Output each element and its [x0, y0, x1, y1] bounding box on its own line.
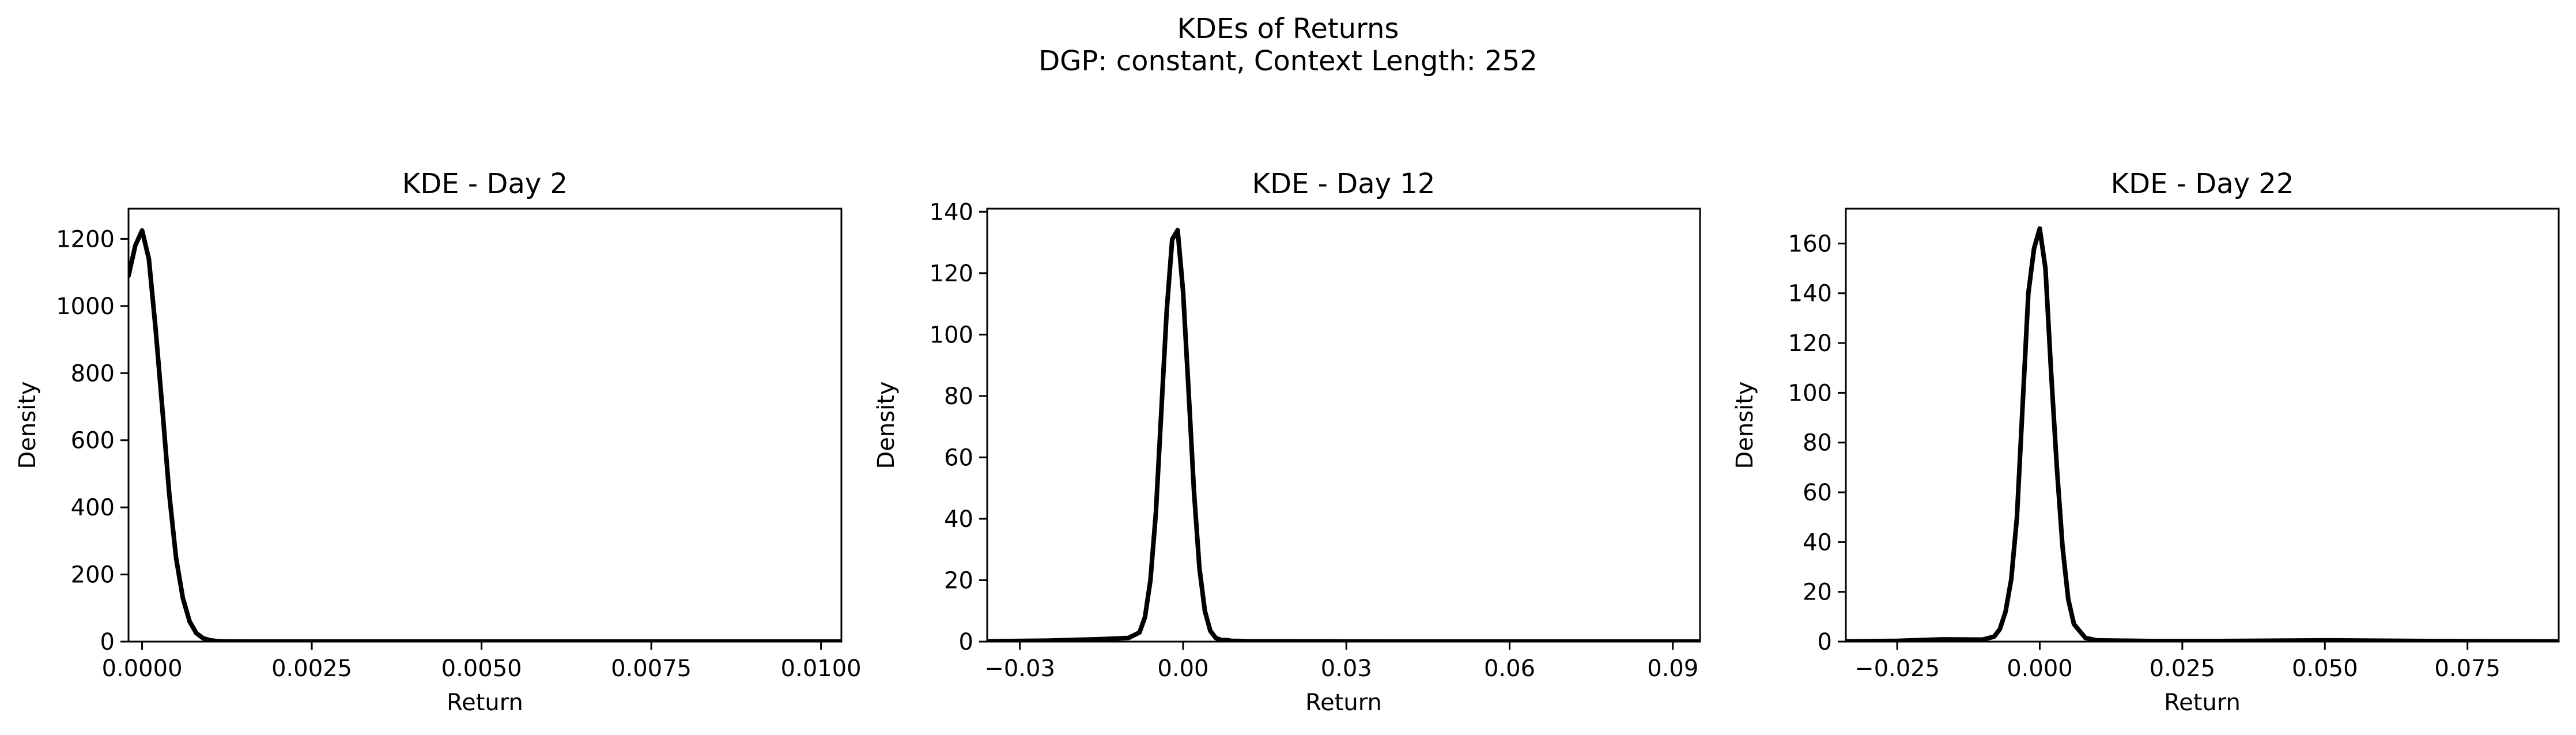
figure-title-line-2: DGP: constant, Context Length: 252: [1038, 45, 1538, 77]
y-tick-label: 100: [1788, 380, 1832, 406]
y-tick-label: 160: [1788, 231, 1832, 257]
x-axis-label: Return: [447, 689, 523, 716]
subplot-title: KDE - Day 22: [2111, 168, 2294, 200]
y-axis-label: Density: [14, 381, 41, 469]
y-tick-label: 60: [944, 444, 973, 471]
y-tick-label: 80: [1803, 430, 1832, 457]
subplot-title: KDE - Day 2: [402, 168, 568, 200]
axes-frame: [127, 208, 843, 643]
y-axis-label: Density: [1732, 381, 1758, 469]
y-tick-label: 60: [1803, 480, 1832, 506]
axes-frame: [986, 208, 1701, 643]
x-tick-label: 0.09: [1647, 655, 1698, 682]
x-tick-label: 0.075: [2434, 655, 2501, 682]
y-tick-label: 80: [944, 383, 973, 410]
y-tick-label: 1000: [56, 293, 115, 320]
y-tick-label: 20: [944, 567, 973, 594]
x-tick-label: 0.0075: [611, 655, 692, 682]
kde-line-1: [1846, 226, 2559, 642]
y-tick-label: 40: [944, 506, 973, 533]
subplot-title: KDE - Day 12: [1252, 168, 1436, 200]
x-axis-label: Return: [2164, 689, 2241, 716]
y-tick-label: 0: [1818, 629, 1832, 655]
x-tick-label: 0.03: [1321, 655, 1372, 682]
axes-frame: [1845, 208, 2560, 643]
y-tick-label: 120: [1788, 330, 1832, 357]
subplot-3: KDE - Day 22 −0.025 0.000 0.025 0.050 0.075 0 2…: [1732, 168, 2560, 716]
y-tick-label: 400: [71, 495, 115, 521]
y-axis-label: Density: [873, 381, 900, 469]
y-tick-label: 40: [1803, 529, 1832, 556]
x-tick-label: 0.0100: [781, 655, 862, 682]
x-tick-label: 0.0050: [441, 655, 522, 682]
y-tick-label: 200: [71, 562, 115, 589]
x-tick-label: −0.03: [984, 655, 1055, 682]
kde-line-1: [987, 228, 1700, 642]
y-tick-label: 600: [71, 428, 115, 454]
y-tick-label: 140: [930, 199, 973, 225]
x-tick-label: −0.025: [1854, 655, 1940, 682]
y-tick-label: 140: [1788, 281, 1832, 307]
x-tick-label: 0.025: [2150, 655, 2216, 682]
x-tick-label: 0.06: [1484, 655, 1535, 682]
x-tick-label: 0.050: [2292, 655, 2358, 682]
y-tick-label: 1200: [56, 226, 115, 252]
y-tick-label: 800: [71, 360, 115, 387]
x-axis-label: Return: [1305, 689, 1382, 716]
x-tick-label: 0.000: [2007, 655, 2073, 682]
y-tick-label: 20: [1803, 579, 1832, 606]
x-tick-label: 0.00: [1157, 655, 1208, 682]
y-tick-label: 0: [100, 629, 115, 655]
y-tick-label: 100: [930, 322, 973, 348]
y-tick-label: 120: [930, 261, 973, 287]
kde-line-1: [129, 228, 841, 642]
x-tick-label: 0.0025: [271, 655, 352, 682]
subplot-2: KDE - Day 12 −0.03 0.00 0.03 0.06 0.09 0 20 40 60…: [873, 168, 1701, 716]
figure-title-line-1: KDEs of Returns: [1177, 13, 1399, 45]
y-tick-label: 0: [959, 629, 973, 655]
x-tick-label: 0.0000: [102, 655, 183, 682]
subplot-1: KDE - Day 2 0.0000 0.0025 0.0050 0.0075 0.010…: [14, 168, 862, 716]
